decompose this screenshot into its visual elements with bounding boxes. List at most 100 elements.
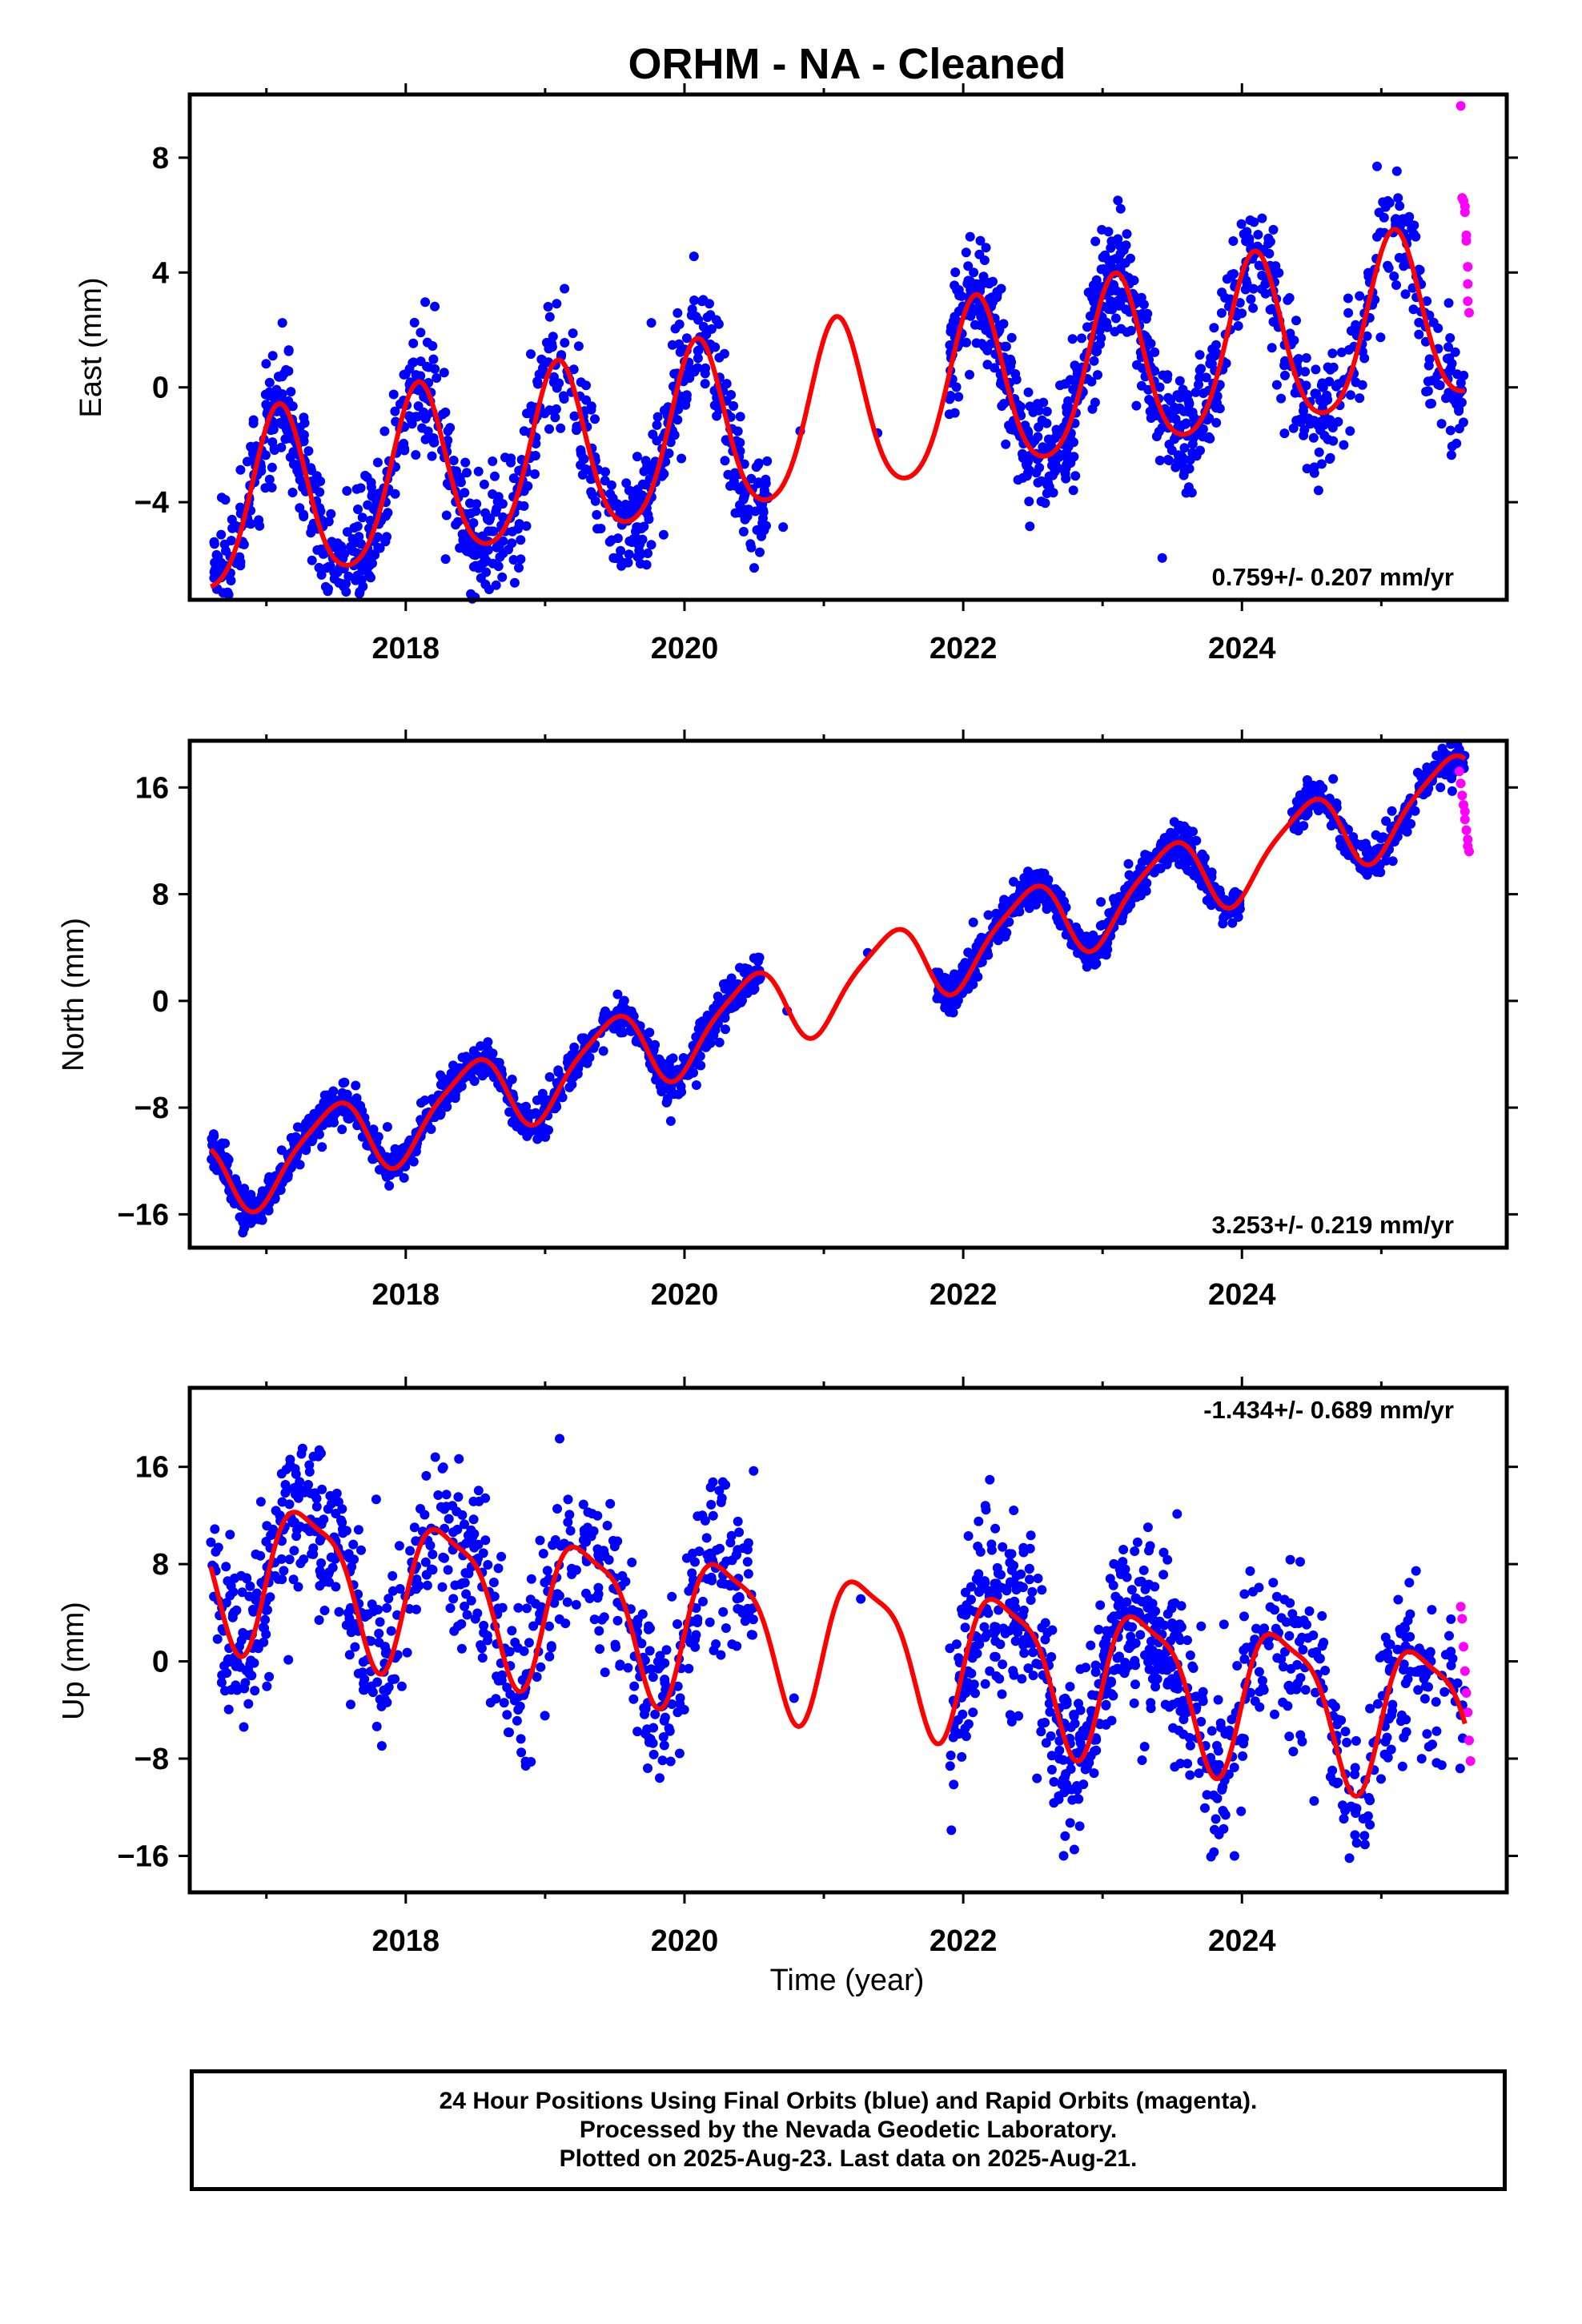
final-orbit-point — [1439, 747, 1449, 758]
rapid-orbit-point — [1456, 778, 1466, 789]
final-orbit-point — [1185, 1770, 1195, 1780]
final-orbit-point — [454, 1454, 464, 1464]
final-orbit-point — [1210, 351, 1220, 361]
final-orbit-point — [753, 460, 763, 470]
final-orbit-point — [488, 526, 499, 537]
final-orbit-point — [624, 549, 634, 560]
final-orbit-point — [618, 1027, 628, 1038]
final-orbit-point — [482, 513, 492, 524]
final-orbit-point — [530, 469, 540, 479]
final-orbit-point — [1195, 372, 1205, 383]
north-y-tick-label: 8 — [152, 879, 169, 912]
final-orbit-point — [457, 1578, 468, 1588]
final-orbit-point — [215, 1143, 225, 1153]
final-orbit-point — [1081, 1663, 1091, 1673]
final-orbit-point — [624, 485, 634, 496]
final-orbit-point — [1333, 416, 1343, 427]
final-orbit-point — [965, 369, 974, 380]
final-orbit-point — [1134, 1577, 1144, 1587]
east-final-orbit-points — [209, 161, 1469, 604]
final-orbit-point — [483, 1044, 493, 1055]
final-orbit-point — [572, 1069, 583, 1079]
final-orbit-point — [1414, 329, 1424, 340]
final-orbit-point — [1046, 1731, 1056, 1741]
final-orbit-point — [279, 1566, 289, 1576]
final-orbit-point — [516, 1734, 526, 1744]
final-orbit-point — [688, 1548, 698, 1558]
final-orbit-point — [1048, 488, 1058, 498]
rapid-orbit-point — [1461, 235, 1472, 246]
final-orbit-point — [494, 541, 504, 551]
final-orbit-point — [326, 1552, 336, 1562]
final-orbit-point — [1411, 231, 1421, 242]
final-orbit-point — [346, 1699, 355, 1710]
final-orbit-point — [498, 548, 508, 558]
north-y-tick-label: −16 — [118, 1198, 169, 1232]
final-orbit-point — [428, 433, 439, 443]
final-orbit-point — [311, 1502, 322, 1512]
final-orbit-point — [560, 283, 570, 294]
final-orbit-point — [748, 1614, 758, 1625]
final-orbit-point — [236, 1570, 247, 1581]
final-orbit-point — [714, 352, 725, 363]
final-orbit-point — [1288, 423, 1299, 433]
final-orbit-point — [358, 1667, 367, 1678]
final-orbit-point — [1146, 1636, 1156, 1647]
final-orbit-point — [416, 371, 426, 381]
final-orbit-point — [221, 545, 231, 556]
final-orbit-point — [632, 1727, 643, 1737]
final-orbit-point — [1395, 201, 1405, 211]
final-orbit-point — [1042, 480, 1053, 490]
final-orbit-point — [967, 1653, 978, 1663]
final-orbit-point — [274, 372, 284, 382]
final-orbit-point — [1066, 939, 1077, 950]
final-orbit-point — [264, 474, 275, 485]
final-orbit-point — [1158, 1570, 1169, 1580]
rapid-orbit-point — [1463, 262, 1473, 272]
final-orbit-point — [1299, 424, 1310, 435]
final-orbit-point — [438, 1462, 448, 1473]
final-orbit-point — [273, 1574, 283, 1584]
final-orbit-point — [326, 509, 336, 519]
final-orbit-point — [998, 319, 1009, 329]
final-orbit-point — [548, 372, 559, 382]
final-orbit-point — [316, 1448, 326, 1458]
final-orbit-point — [1126, 899, 1136, 910]
final-orbit-point — [250, 1686, 260, 1696]
final-orbit-point — [316, 569, 327, 580]
final-orbit-point — [437, 409, 448, 420]
final-orbit-point — [1154, 427, 1164, 436]
final-orbit-point — [681, 394, 692, 404]
final-orbit-point — [738, 1543, 749, 1554]
final-orbit-point — [742, 1557, 753, 1567]
final-orbit-point — [673, 308, 683, 318]
final-orbit-point — [1088, 280, 1098, 291]
final-orbit-point — [1025, 521, 1035, 532]
final-orbit-point — [1154, 1649, 1164, 1659]
final-orbit-point — [1166, 445, 1177, 456]
final-orbit-point — [721, 1024, 730, 1035]
final-orbit-point — [1204, 413, 1215, 424]
final-orbit-point — [966, 1594, 976, 1605]
final-orbit-point — [1042, 418, 1052, 428]
final-orbit-point — [1301, 353, 1311, 363]
final-orbit-point — [460, 1519, 469, 1530]
final-orbit-point — [1194, 1768, 1204, 1779]
final-orbit-point — [1450, 347, 1460, 357]
final-orbit-point — [1253, 230, 1263, 239]
final-orbit-point — [1044, 1699, 1054, 1709]
final-orbit-point — [986, 1539, 997, 1550]
final-orbit-point — [235, 561, 246, 571]
final-orbit-point — [1130, 1679, 1140, 1690]
final-orbit-point — [1123, 858, 1134, 869]
final-orbit-point — [493, 1563, 504, 1574]
final-orbit-point — [484, 585, 494, 594]
final-orbit-point — [304, 1460, 315, 1470]
north-rapid-orbit-points — [1454, 766, 1474, 857]
final-orbit-point — [1205, 433, 1215, 444]
final-orbit-point — [1091, 347, 1102, 357]
final-orbit-point — [1139, 1742, 1150, 1751]
final-orbit-point — [327, 1498, 336, 1509]
final-orbit-point — [1090, 397, 1100, 408]
final-orbit-point — [217, 1670, 227, 1680]
